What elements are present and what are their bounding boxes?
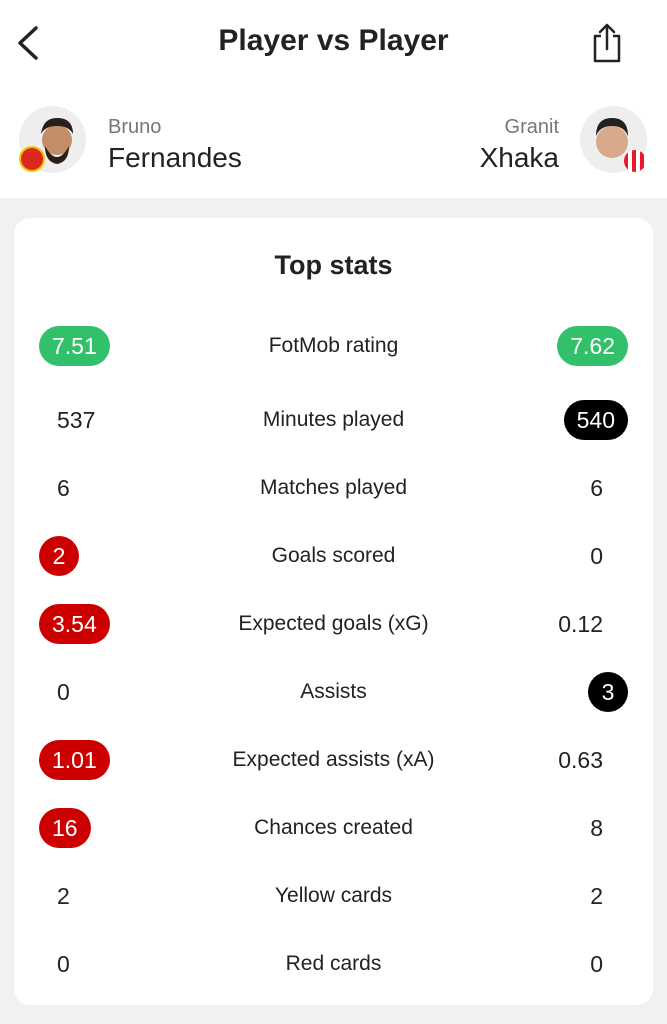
stat-value-left: 2 xyxy=(57,883,70,909)
stat-label: Expected goals (xG) xyxy=(238,612,429,635)
share-icon[interactable] xyxy=(589,22,625,64)
stat-value-right: 0.12 xyxy=(558,611,603,637)
player-right-first-name: Granit xyxy=(504,116,559,138)
stats-list: 7.51 FotMob rating 7.62 537 Minutes played 54… xyxy=(14,312,653,998)
player-right-avatar[interactable] xyxy=(580,106,647,173)
stat-value-left: 16 xyxy=(39,808,91,848)
stat-label: Red cards xyxy=(285,952,382,975)
stat-label: FotMob rating xyxy=(268,334,399,357)
player-left-first-name: Bruno xyxy=(108,116,162,138)
stat-value-left: 7.51 xyxy=(39,326,110,366)
club-badge-icon xyxy=(19,146,45,172)
page-title: Player vs Player xyxy=(218,24,449,57)
player-right-last-name: Xhaka xyxy=(479,142,559,173)
stat-value-right: 7.62 xyxy=(557,326,628,366)
stat-row: 1.01 Expected assists (xA) 0.63 xyxy=(14,726,653,794)
card-title: Top stats xyxy=(274,250,393,280)
stat-value-right: 0 xyxy=(590,951,603,977)
club-badge-icon xyxy=(624,150,646,172)
stat-value-left: 0 xyxy=(57,679,70,705)
stat-row: 2 Goals scored 0 xyxy=(14,522,653,590)
stat-value-left: 0 xyxy=(57,951,70,977)
stat-row: 3.54 Expected goals (xG) 0.12 xyxy=(14,590,653,658)
player-left-avatar[interactable] xyxy=(19,106,86,173)
stat-value-right: 540 xyxy=(563,400,628,440)
stat-row: 0 Assists 3 xyxy=(14,658,653,726)
stat-value-right: 6 xyxy=(590,475,603,501)
stat-row: 0 Red cards 0 xyxy=(14,930,653,998)
header-area: Player vs Player Bruno Fernandes Granit … xyxy=(0,0,667,198)
stat-value-right: 0.63 xyxy=(558,747,603,773)
stat-label: Minutes played xyxy=(262,408,405,431)
stat-value-left: 6 xyxy=(57,475,70,501)
stat-row: 537 Minutes played 540 xyxy=(14,386,653,454)
stat-value-right: 8 xyxy=(590,815,603,841)
stat-value-left: 2 xyxy=(39,536,79,576)
stat-row: 6 Matches played 6 xyxy=(14,454,653,522)
stat-value-right: 3 xyxy=(588,672,628,712)
top-stats-card: Top stats 7.51 FotMob rating 7.62 537 Minute… xyxy=(14,218,653,1005)
stat-label: Yellow cards xyxy=(274,884,393,907)
stat-value-left: 1.01 xyxy=(39,740,110,780)
stat-value-right: 2 xyxy=(590,883,603,909)
stat-value-left: 3.54 xyxy=(39,604,110,644)
stat-row: 2 Yellow cards 2 xyxy=(14,862,653,930)
player-left-last-name: Fernandes xyxy=(108,142,242,173)
stat-label: Matches played xyxy=(259,476,408,499)
stat-label: Assists xyxy=(300,680,367,703)
stat-row: 7.51 FotMob rating 7.62 xyxy=(14,312,653,380)
stat-row: 16 Chances created 8 xyxy=(14,794,653,862)
stat-value-right: 0 xyxy=(590,543,603,569)
stat-label: Goals scored xyxy=(271,544,396,567)
chevron-left-icon[interactable] xyxy=(14,24,44,62)
stat-value-left: 537 xyxy=(57,407,96,433)
stat-label: Chances created xyxy=(254,816,413,839)
stat-label: Expected assists (xA) xyxy=(232,748,435,771)
